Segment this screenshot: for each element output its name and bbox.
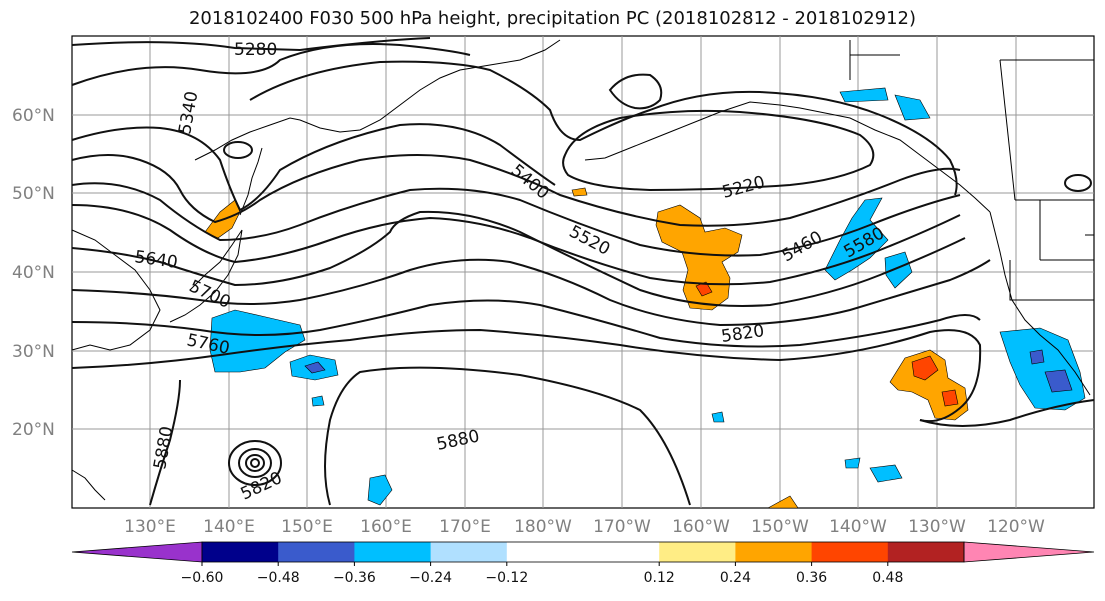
lon-label: 150°W xyxy=(751,517,809,537)
colorbar-tick-label: −0.60 xyxy=(181,570,224,586)
colorbar-cell xyxy=(735,542,813,562)
precip-small-blue-b xyxy=(367,474,393,506)
contour-label: 5280 xyxy=(234,40,277,60)
precip-hawaii-blue xyxy=(711,411,725,423)
precip-small-blue-a xyxy=(311,395,325,407)
precip-tropic-blue xyxy=(844,457,903,483)
colorbar-tick-label: −0.48 xyxy=(257,570,300,586)
precip-cal-dark xyxy=(1029,349,1073,393)
colorbar-cell xyxy=(811,542,889,562)
lon-label: 120°W xyxy=(987,517,1045,537)
colorbar-tick-label: −0.12 xyxy=(485,570,528,586)
colorbar-cell xyxy=(887,542,965,562)
colorbar-tick-label: 0.24 xyxy=(720,570,751,586)
precip-gulf-blue xyxy=(824,197,889,281)
lon-label: 140°W xyxy=(829,517,887,537)
precip-pacific-blue-1 xyxy=(209,309,306,373)
lat-label-60: 60°N xyxy=(12,106,55,126)
map-title: 2018102400 F030 500 hPa height, precipit… xyxy=(188,8,917,29)
colorbar-cell xyxy=(659,542,736,562)
height-contours xyxy=(71,37,1095,506)
colorbar-outline xyxy=(201,541,965,563)
precip-alaska-blue xyxy=(839,87,931,121)
colorbar: −0.60 −0.48 −0.36 −0.24 −0.12 0.12 0.24 0.36 0.4… xyxy=(71,541,1095,586)
precip-tropic-orange xyxy=(767,495,799,509)
lon-label: 160°W xyxy=(672,517,730,537)
colorbar-cell xyxy=(963,541,1095,563)
lon-label: 130°E xyxy=(124,517,176,537)
lon-label: 130°W xyxy=(908,517,966,537)
colorbar-tick-label: 0.36 xyxy=(796,570,827,586)
lon-label: 150°E xyxy=(281,517,333,537)
lat-label-20: 20°N xyxy=(12,420,55,440)
colorbar-tick-label: −0.24 xyxy=(409,570,452,586)
colorbar-cell xyxy=(506,542,584,562)
colorbar-cell xyxy=(202,542,279,562)
lat-label-40: 40°N xyxy=(12,263,55,283)
colorbar-cell xyxy=(583,542,660,562)
precip-pacific-dark xyxy=(304,361,326,374)
lon-label: 140°E xyxy=(203,517,255,537)
lat-label-30: 30°N xyxy=(12,342,55,362)
lon-labels: 130°E 140°E 150°E 160°E 170°E 180°W 170°… xyxy=(124,517,1045,537)
colorbar-tick-label: 0.12 xyxy=(644,570,675,586)
lon-label: 170°W xyxy=(593,517,651,537)
map-panel: 5280 5340 5400 5220 5520 5460 5580 5640 … xyxy=(12,35,1095,537)
coastlines xyxy=(71,39,1094,501)
lon-label: 160°E xyxy=(360,517,412,537)
lon-label: 180°W xyxy=(514,517,572,537)
colorbar-tick-label: 0.48 xyxy=(872,570,903,586)
lat-label-50: 50°N xyxy=(12,184,55,204)
colorbar-cell xyxy=(278,542,355,562)
colorbar-cell xyxy=(71,541,203,563)
colorbar-cell xyxy=(430,542,508,562)
precip-small-orange xyxy=(571,187,588,197)
colorbar-tick-label: −0.36 xyxy=(333,570,376,586)
precip-ne-pac-red xyxy=(911,355,959,407)
lon-label: 170°E xyxy=(439,517,491,537)
lat-labels: 60°N 50°N 40°N 30°N 20°N xyxy=(12,106,55,440)
colorbar-cell xyxy=(354,542,432,562)
